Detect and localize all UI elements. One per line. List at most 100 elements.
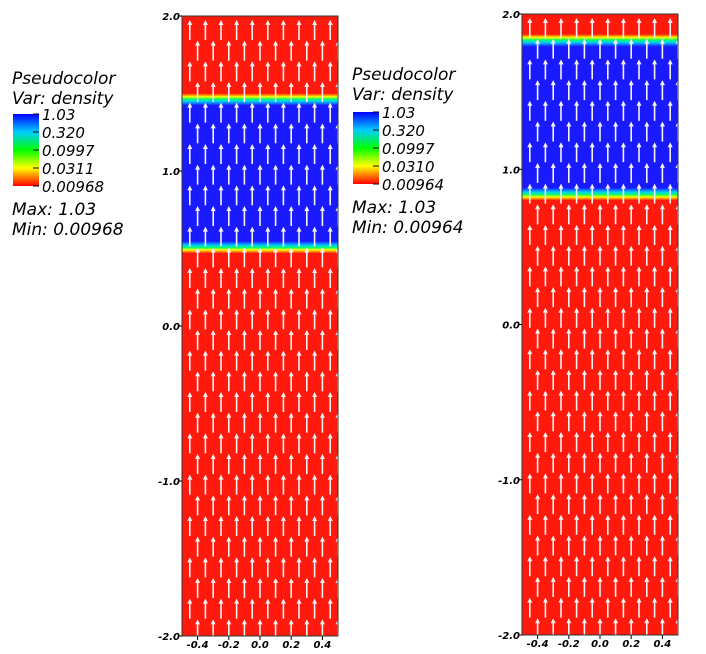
arrow-head <box>652 100 658 106</box>
arrow-head <box>535 204 541 210</box>
arrow-head <box>249 350 255 356</box>
arrow-head <box>659 494 665 500</box>
arrow-head <box>187 226 193 232</box>
arrow-head <box>249 598 255 604</box>
arrow-head <box>620 597 626 603</box>
arrow-head <box>195 412 201 418</box>
arrow-head <box>675 287 678 293</box>
arrow-head <box>542 18 548 23</box>
arrow-head <box>195 454 201 459</box>
arrow-head <box>296 433 302 439</box>
arrow-head <box>265 102 271 108</box>
arrow-head <box>659 618 665 624</box>
arrow-head <box>628 494 634 500</box>
legend-1-min: Min: 0.00968 <box>12 220 124 240</box>
arrow-head <box>652 307 658 313</box>
arrow-head <box>265 557 271 563</box>
arrow-head <box>218 226 224 232</box>
arrow-head <box>597 204 603 210</box>
arrow-head <box>542 432 548 437</box>
arrow-head <box>566 162 572 168</box>
arrow-head <box>589 514 595 520</box>
arrow-head <box>652 432 658 437</box>
arrow-head <box>628 411 634 417</box>
arrow-head <box>241 454 247 459</box>
arrow-head <box>319 40 325 46</box>
arrow-head <box>327 185 333 191</box>
arrow-head <box>319 206 325 211</box>
arrow-head <box>226 82 232 87</box>
arrow-head <box>550 452 556 458</box>
x-tick-label: -0.4 <box>527 639 549 650</box>
arrow-head <box>234 268 240 273</box>
arrow-head <box>327 144 333 149</box>
arrow-head <box>210 619 216 625</box>
arrow-head <box>234 516 240 521</box>
arrow-head <box>675 80 678 86</box>
arrow-head <box>210 82 216 87</box>
arrow-head <box>187 557 193 563</box>
arrow-head <box>273 536 279 542</box>
arrow-head <box>195 619 201 625</box>
arrow-head <box>210 536 216 542</box>
arrow-head <box>296 309 302 315</box>
arrow-head <box>542 307 548 313</box>
arrow-head <box>249 309 255 315</box>
arrow-head <box>644 287 650 293</box>
arrow-head <box>273 247 279 253</box>
arrow-head <box>652 556 658 562</box>
arrow-head <box>312 61 318 67</box>
arrow-head <box>644 576 650 582</box>
arrow-head <box>613 287 619 293</box>
arrow-head <box>636 597 642 603</box>
arrow-head <box>327 61 333 67</box>
arrow-head <box>605 473 611 479</box>
arrow-head <box>335 247 338 253</box>
legend-2-variable: Var: density <box>352 85 454 105</box>
arrow-head <box>304 288 310 294</box>
arrow-head <box>195 40 201 46</box>
arrow-head <box>581 576 587 582</box>
arrow-head <box>566 204 572 210</box>
arrow-head <box>675 162 678 168</box>
arrow-head <box>280 598 286 604</box>
arrow-head <box>312 268 318 273</box>
arrow-head <box>527 142 533 148</box>
arrow-head <box>273 40 279 46</box>
arrow-head <box>620 183 626 189</box>
arrow-head <box>202 433 208 439</box>
arrow-head <box>550 204 556 210</box>
arrow-head <box>187 309 193 315</box>
arrow-head <box>535 80 541 86</box>
plot-1: -2.0 -1.0 0.0 1.0 2.0 -0.4 -0.2 0.0 0.2 0.4 <box>158 12 339 651</box>
arrow-head <box>202 516 208 521</box>
arrow-head <box>202 557 208 563</box>
arrow-head <box>304 330 310 335</box>
arrow-head <box>558 307 564 313</box>
arrow-head <box>597 494 603 500</box>
arrow-head <box>280 185 286 191</box>
arrow-head <box>574 307 580 313</box>
arrow-head <box>675 411 678 417</box>
arrow-head <box>605 556 611 562</box>
legend-1-level-0: 1.03 <box>42 106 75 124</box>
arrow-head <box>550 576 556 582</box>
arrow-head <box>265 144 271 149</box>
arrow-head <box>527 266 533 272</box>
arrow-head <box>234 20 240 25</box>
arrow-head <box>210 123 216 129</box>
arrow-head <box>550 535 556 541</box>
arrow-head <box>527 183 533 189</box>
arrow-head <box>566 452 572 458</box>
arrow-head <box>319 495 325 501</box>
arrow-head <box>187 185 193 191</box>
arrow-head <box>265 309 271 315</box>
arrow-head <box>659 287 665 293</box>
arrow-head <box>597 369 603 375</box>
legend-2-ticks <box>373 111 379 185</box>
arrow-head <box>226 371 232 377</box>
arrow-head <box>265 61 271 67</box>
arrow-head <box>304 82 310 87</box>
arrow-head <box>550 38 556 44</box>
arrow-head <box>210 454 216 459</box>
